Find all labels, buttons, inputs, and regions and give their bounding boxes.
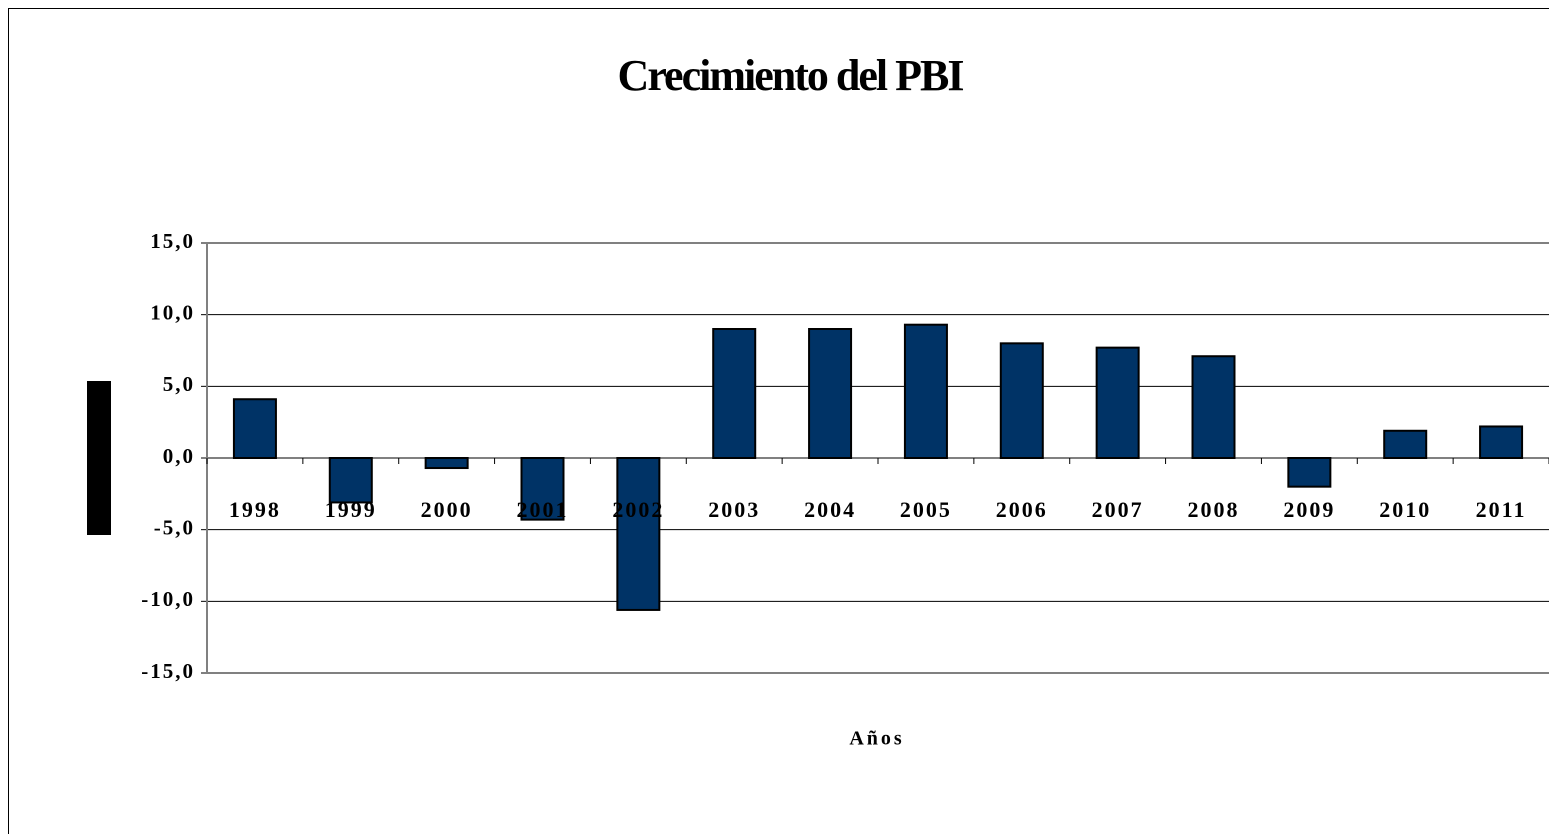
y-tick-label: 0,0 — [163, 444, 195, 468]
bar — [712, 328, 757, 459]
bar — [808, 328, 853, 459]
x-tick-label: 2007 — [1092, 497, 1144, 522]
bar — [1383, 429, 1428, 459]
x-tick-label: 2002 — [612, 497, 664, 522]
bar — [232, 398, 277, 460]
x-axis-label: Años — [849, 728, 904, 750]
x-tick-label: 2001 — [517, 497, 569, 522]
y-tick-label: -10,0 — [141, 587, 195, 611]
bar — [1287, 457, 1332, 488]
x-tick-label: 2009 — [1283, 497, 1335, 522]
bar — [999, 342, 1044, 460]
x-tick-label: 2006 — [996, 497, 1048, 522]
bar — [616, 457, 661, 611]
y-tick-label: 15,0 — [150, 229, 195, 253]
x-tick-label: 2005 — [900, 497, 952, 522]
y-axis-label-box — [87, 381, 111, 535]
y-tick-label: 10,0 — [150, 300, 195, 324]
bar — [424, 457, 469, 470]
x-tick-label: 1999 — [325, 497, 377, 522]
bar — [1095, 346, 1140, 459]
x-tick-label: 2010 — [1379, 497, 1431, 522]
x-tick-label: 2003 — [708, 497, 760, 522]
bar — [520, 457, 565, 521]
bar — [328, 457, 373, 504]
bar — [903, 323, 948, 460]
x-tick-label: 2004 — [804, 497, 856, 522]
x-tick-label: 2011 — [1476, 497, 1527, 522]
bar — [1191, 355, 1236, 460]
bar — [1479, 425, 1524, 460]
y-tick-label: -15,0 — [141, 659, 195, 683]
x-tick-label: 2000 — [421, 497, 473, 522]
y-tick-label: 5,0 — [163, 372, 195, 396]
y-tick-label: -5,0 — [154, 515, 195, 539]
x-tick-label: 2008 — [1188, 497, 1240, 522]
x-tick-label: 1998 — [229, 497, 281, 522]
chart-title: Crecimiento del PBI — [618, 51, 964, 100]
